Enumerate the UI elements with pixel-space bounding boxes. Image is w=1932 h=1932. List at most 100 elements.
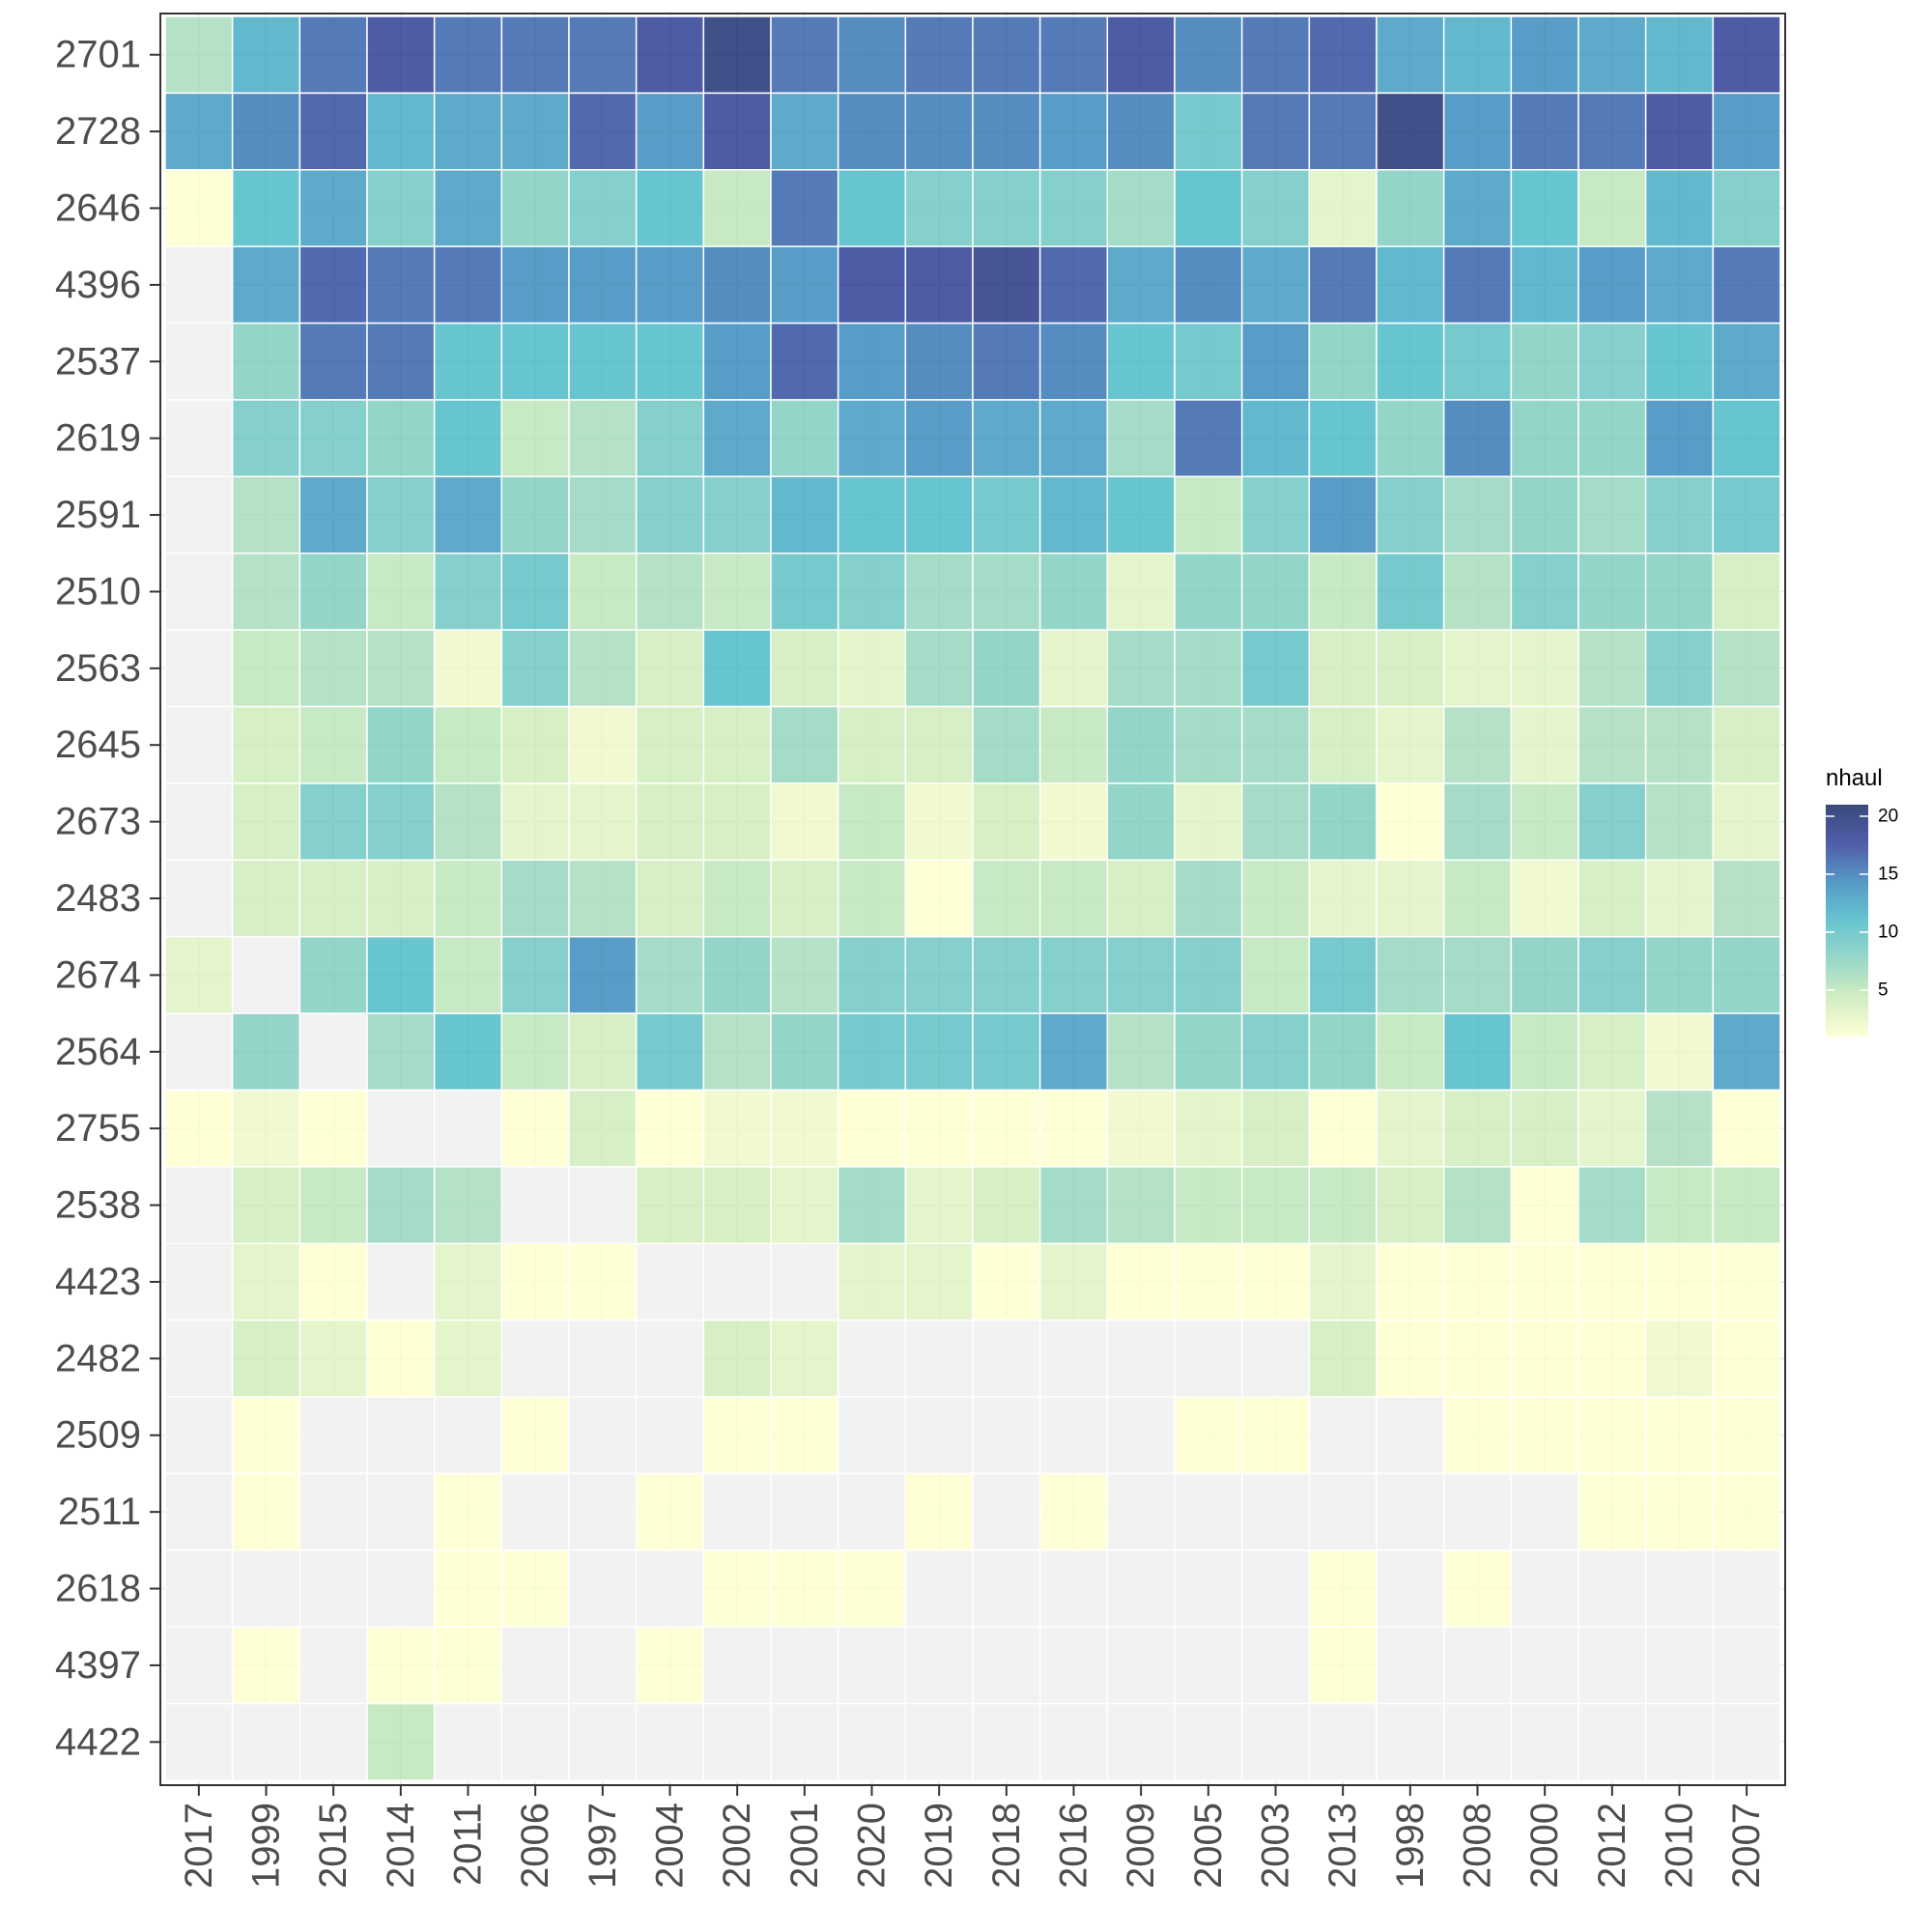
heatmap-cell xyxy=(1376,1319,1445,1398)
heatmap-cell xyxy=(1308,935,1378,1014)
heatmap-cell xyxy=(972,1012,1041,1092)
heatmap-cell xyxy=(837,1089,907,1168)
heatmap-cell xyxy=(1308,1089,1378,1168)
heatmap-cell xyxy=(1712,1089,1781,1168)
heatmap-cell-missing xyxy=(164,552,234,631)
heatmap-cell-missing xyxy=(1038,1396,1109,1475)
heatmap-cell xyxy=(1308,552,1378,631)
heatmap-cell xyxy=(433,552,503,631)
heatmap-cell xyxy=(433,935,503,1014)
heatmap-cell xyxy=(1106,782,1176,862)
heatmap-cell xyxy=(702,169,772,247)
heatmap-cell-missing xyxy=(568,1396,638,1475)
legend-tick-label: 5 xyxy=(1878,980,1889,1001)
heatmap-cell-missing xyxy=(298,1012,368,1092)
heatmap-cell-missing xyxy=(1376,1626,1445,1705)
heatmap-cell xyxy=(837,1549,907,1628)
heatmap-cell xyxy=(1644,322,1715,401)
heatmap-cell xyxy=(568,859,638,938)
heatmap-cell xyxy=(1577,629,1647,708)
heatmap-cell xyxy=(1442,1242,1513,1321)
heatmap-cell xyxy=(904,322,974,401)
heatmap-cell xyxy=(904,1242,974,1321)
heatmap-cell xyxy=(298,245,368,325)
heatmap-cell-missing xyxy=(433,1396,503,1475)
heatmap-cell xyxy=(635,552,705,631)
heatmap-cell-missing xyxy=(1308,1472,1378,1551)
heatmap-cell xyxy=(231,15,301,95)
heatmap-cell-missing xyxy=(231,935,301,1014)
heatmap-cell xyxy=(702,399,772,478)
heatmap-cell xyxy=(1174,1396,1243,1475)
heatmap-cell xyxy=(1174,782,1243,862)
y-tick-label: 2563 xyxy=(55,647,141,690)
heatmap-cell xyxy=(1240,399,1311,478)
heatmap-cell xyxy=(1577,935,1647,1014)
heatmap-cell xyxy=(702,1089,772,1168)
heatmap-cell xyxy=(433,322,503,401)
heatmap-cell xyxy=(1240,782,1311,862)
heatmap-cell xyxy=(1106,245,1176,325)
heatmap-cell xyxy=(702,935,772,1014)
y-tick-label: 2645 xyxy=(55,724,141,766)
heatmap-cell-missing xyxy=(1376,1396,1445,1475)
heatmap-cell xyxy=(635,782,705,862)
heatmap-cell xyxy=(1577,1089,1647,1168)
heatmap-cell xyxy=(837,322,907,401)
heatmap-cell xyxy=(366,552,436,631)
heatmap-cell xyxy=(1308,629,1378,708)
heatmap-cell xyxy=(1712,1396,1781,1475)
heatmap-cell xyxy=(1644,15,1715,95)
heatmap-cell xyxy=(1240,629,1311,708)
heatmap-cell xyxy=(500,782,570,862)
heatmap-cell xyxy=(568,92,638,171)
heatmap-cell xyxy=(1308,1626,1378,1705)
heatmap-cell-missing xyxy=(568,1472,638,1551)
heatmap-cell-missing xyxy=(1038,1549,1109,1628)
heatmap-cell xyxy=(433,245,503,325)
heatmap-cell xyxy=(1644,1242,1715,1321)
heatmap-cell xyxy=(1712,629,1781,708)
heatmap-cell xyxy=(500,245,570,325)
heatmap-cell xyxy=(366,629,436,708)
heatmap-cell xyxy=(770,705,839,784)
heatmap-cell xyxy=(1376,705,1445,784)
heatmap-cell xyxy=(1174,705,1243,784)
x-axis: 2017 1999 2015 2014 2011 2006 1997 2004 2002 2001… xyxy=(178,1785,1768,1889)
heatmap-cell xyxy=(770,322,839,401)
heatmap-cell xyxy=(702,322,772,401)
heatmap-cell xyxy=(1577,782,1647,862)
heatmap-cell-missing xyxy=(904,1626,974,1705)
heatmap-cell-missing xyxy=(1376,1702,1445,1781)
heatmap-cell xyxy=(433,782,503,862)
heatmap-cell xyxy=(1510,92,1579,171)
heatmap-tiles xyxy=(164,15,1781,1781)
heatmap-cell xyxy=(1308,169,1378,247)
heatmap-cell xyxy=(904,169,974,247)
heatmap-cell xyxy=(702,1319,772,1398)
heatmap-cell xyxy=(1510,935,1579,1014)
heatmap-cell xyxy=(1106,705,1176,784)
heatmap-cell-missing xyxy=(904,1319,974,1398)
heatmap-cell xyxy=(1240,1012,1311,1092)
heatmap-cell xyxy=(1174,475,1243,554)
y-tick-label: 2510 xyxy=(55,570,141,612)
heatmap-cell xyxy=(366,705,436,784)
heatmap-cell-missing xyxy=(164,782,234,862)
heatmap-cell xyxy=(433,92,503,171)
heatmap-cell xyxy=(1106,399,1176,478)
heatmap-cell-missing xyxy=(1106,1396,1176,1475)
heatmap-cell xyxy=(770,782,839,862)
heatmap-cell xyxy=(1577,859,1647,938)
heatmap-cell xyxy=(972,1242,1041,1321)
heatmap-cell xyxy=(1510,705,1579,784)
heatmap-cell xyxy=(770,935,839,1014)
heatmap-cell xyxy=(1644,782,1715,862)
heatmap-cell-missing xyxy=(164,1242,234,1321)
heatmap-cell-missing xyxy=(298,1549,368,1628)
heatmap-cell xyxy=(1106,935,1176,1014)
heatmap-cell xyxy=(1644,1319,1715,1398)
heatmap-cell xyxy=(1510,1396,1579,1475)
heatmap-cell xyxy=(837,1166,907,1245)
heatmap-cell-missing xyxy=(298,1472,368,1551)
